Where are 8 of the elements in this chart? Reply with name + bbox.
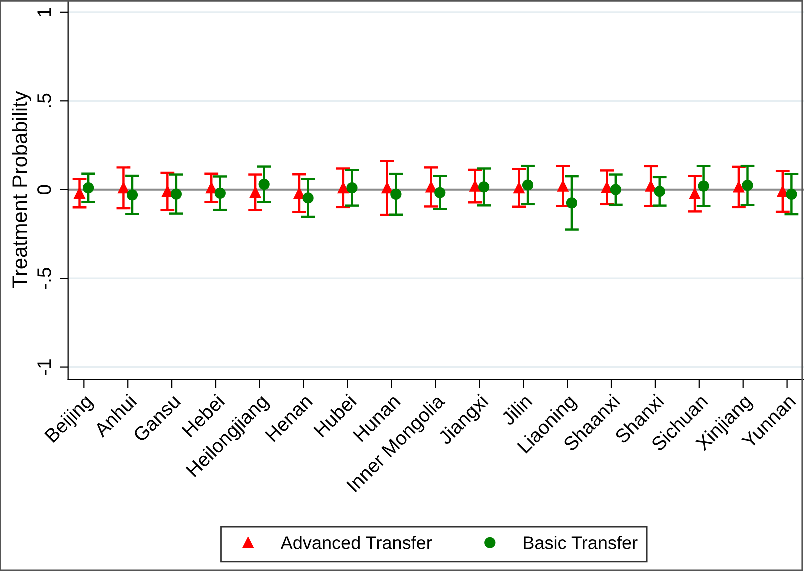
y-tick-label: .5 (38, 94, 52, 108)
y-tick-label: -.5 (38, 268, 52, 290)
legend-label: Basic Transfer (524, 536, 638, 550)
y-tick-label: 0 (38, 185, 52, 195)
legend-label: Advanced Transfer (280, 536, 432, 550)
y-tick-label: 1 (38, 8, 52, 16)
y-tick-label: -1 (38, 360, 52, 376)
y-axis-title: Treatment Probability (12, 91, 32, 288)
